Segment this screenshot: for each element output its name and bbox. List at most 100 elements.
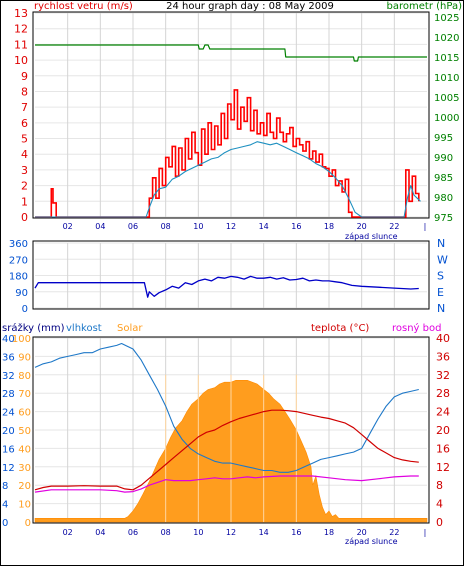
humidity-line [34, 342, 419, 473]
rain-tick-label: 24 [2, 408, 15, 419]
x-tick-label: 04 [95, 222, 105, 231]
rain-tick-label: 28 [2, 389, 15, 400]
solar-tick-label: 20 [18, 481, 31, 492]
pressure-label: barometr (hPa) [387, 1, 463, 12]
x-tick-label: 18 [324, 528, 334, 537]
y-right-tick-label: 1010 [434, 73, 459, 84]
y-left-tick-label: 6 [21, 117, 28, 130]
wind-speed-label: rychlost vetru (m/s) [34, 1, 133, 12]
temperature-tick-label: 40 [436, 332, 450, 345]
y-right-tick-label: 985 [434, 173, 453, 184]
dewpoint-line [34, 475, 419, 493]
rain-tick-label: 0 [2, 518, 8, 529]
rain-tick-label: 8 [2, 481, 8, 492]
x-tick-label: 22 [389, 528, 399, 537]
x-tick-label: 06 [128, 528, 138, 537]
x-tick-label: 16 [291, 528, 301, 537]
solar-tick-label: 90 [18, 352, 31, 363]
rain-tick-label: 32 [2, 371, 15, 382]
y-right-tick-label: 990 [434, 153, 453, 164]
rain-label: srážky (mm) [2, 322, 65, 334]
temperature-tick-label: 0 [436, 516, 443, 529]
sunset-label-bottom: západ slunce [345, 537, 398, 546]
solar-tick-label: 40 [18, 444, 31, 455]
x-tick-label: | [424, 222, 427, 231]
compass-label: S [437, 270, 444, 283]
x-tick-label: 20 [357, 222, 367, 231]
x-tick-label: 10 [193, 222, 203, 231]
temperature-tick-label: 28 [436, 387, 450, 400]
solar-tick-label: 0 [25, 518, 31, 529]
x-tick-label: 18 [324, 222, 334, 231]
wind-average-line [35, 141, 421, 218]
y-left-tick-label: 11 [14, 38, 28, 51]
x-tick-label: 22 [389, 222, 399, 231]
x-tick-label: 08 [161, 528, 171, 537]
y-left-tick-label: 2 [21, 180, 28, 193]
temperature-tick-label: 16 [436, 442, 450, 455]
y-right-tick-label: 1015 [434, 53, 459, 64]
y-right-tick-label: 1020 [434, 33, 459, 44]
y-left-tick-label: 3 [21, 164, 28, 177]
x-tick-label: 06 [128, 222, 138, 231]
y-left-tick-label: 0 [21, 211, 28, 224]
y-right-tick-label: 980 [434, 193, 453, 204]
temperature-tick-label: 36 [436, 350, 450, 363]
solar-tick-label: 30 [18, 463, 31, 474]
y-left-tick-label: 12 [14, 23, 28, 36]
wind-direction-line [34, 275, 419, 298]
rain-tick-label: 12 [2, 463, 15, 474]
x-tick-label: 20 [357, 528, 367, 537]
temperature-tick-label: 24 [436, 406, 450, 419]
x-tick-label: 14 [259, 222, 269, 231]
x-tick-label: | [424, 528, 427, 537]
temperature-tick-label: 32 [436, 369, 450, 382]
direction-tick-label: 0 [22, 304, 28, 315]
y-right-tick-label: 1025 [434, 13, 459, 24]
weather-plot: 0481216202428323640010203040506070809010… [2, 332, 450, 537]
solar-tick-label: 10 [18, 500, 31, 511]
sunset-label-top: západ slunce [345, 232, 398, 241]
chart-title: 24 hour graph day : 08 May 2009 [166, 1, 334, 12]
x-tick-label: 04 [95, 528, 105, 537]
y-left-tick-label: 1 [21, 195, 28, 208]
y-left-tick-label: 5 [21, 133, 28, 146]
x-tick-label: 02 [63, 528, 73, 537]
direction-tick-label: 180 [9, 272, 28, 283]
x-tick-label: 02 [63, 222, 73, 231]
compass-label: E [437, 286, 444, 299]
direction-tick-label: 360 [9, 239, 28, 250]
direction-tick-label: 270 [9, 255, 28, 266]
y-left-tick-label: 7 [21, 101, 28, 114]
compass-label: N [437, 237, 445, 250]
rain-tick-label: 40 [2, 334, 15, 345]
solar-tick-label: 50 [18, 426, 31, 437]
y-right-tick-label: 1005 [434, 93, 459, 104]
temperature-label: teplota (°C) [311, 323, 369, 334]
compass-label: N [437, 302, 445, 315]
x-tick-label: 10 [193, 528, 203, 537]
compass-label: W [437, 253, 448, 266]
direction-tick-label: 90 [15, 288, 28, 299]
x-tick-label: 08 [161, 222, 171, 231]
pressure-line [35, 44, 427, 62]
rain-tick-label: 20 [2, 426, 15, 437]
y-right-tick-label: 1000 [434, 113, 459, 124]
x-tick-label: 14 [259, 528, 269, 537]
y-left-tick-label: 9 [21, 70, 28, 83]
wind-gust-line [35, 89, 420, 218]
x-tick-label: 12 [226, 222, 236, 231]
y-left-tick-label: 8 [21, 85, 28, 98]
temperature-line [34, 409, 419, 491]
solar-tick-label: 60 [18, 408, 31, 419]
y-right-tick-label: 975 [434, 213, 453, 224]
solar-label: Solar [117, 323, 143, 334]
solar-tick-label: 70 [18, 389, 31, 400]
temperature-tick-label: 20 [436, 424, 450, 437]
dewpoint-label: rosný bod [392, 322, 441, 334]
solar-tick-label: 100 [12, 334, 31, 345]
temperature-tick-label: 4 [436, 498, 443, 511]
y-right-tick-label: 995 [434, 133, 453, 144]
